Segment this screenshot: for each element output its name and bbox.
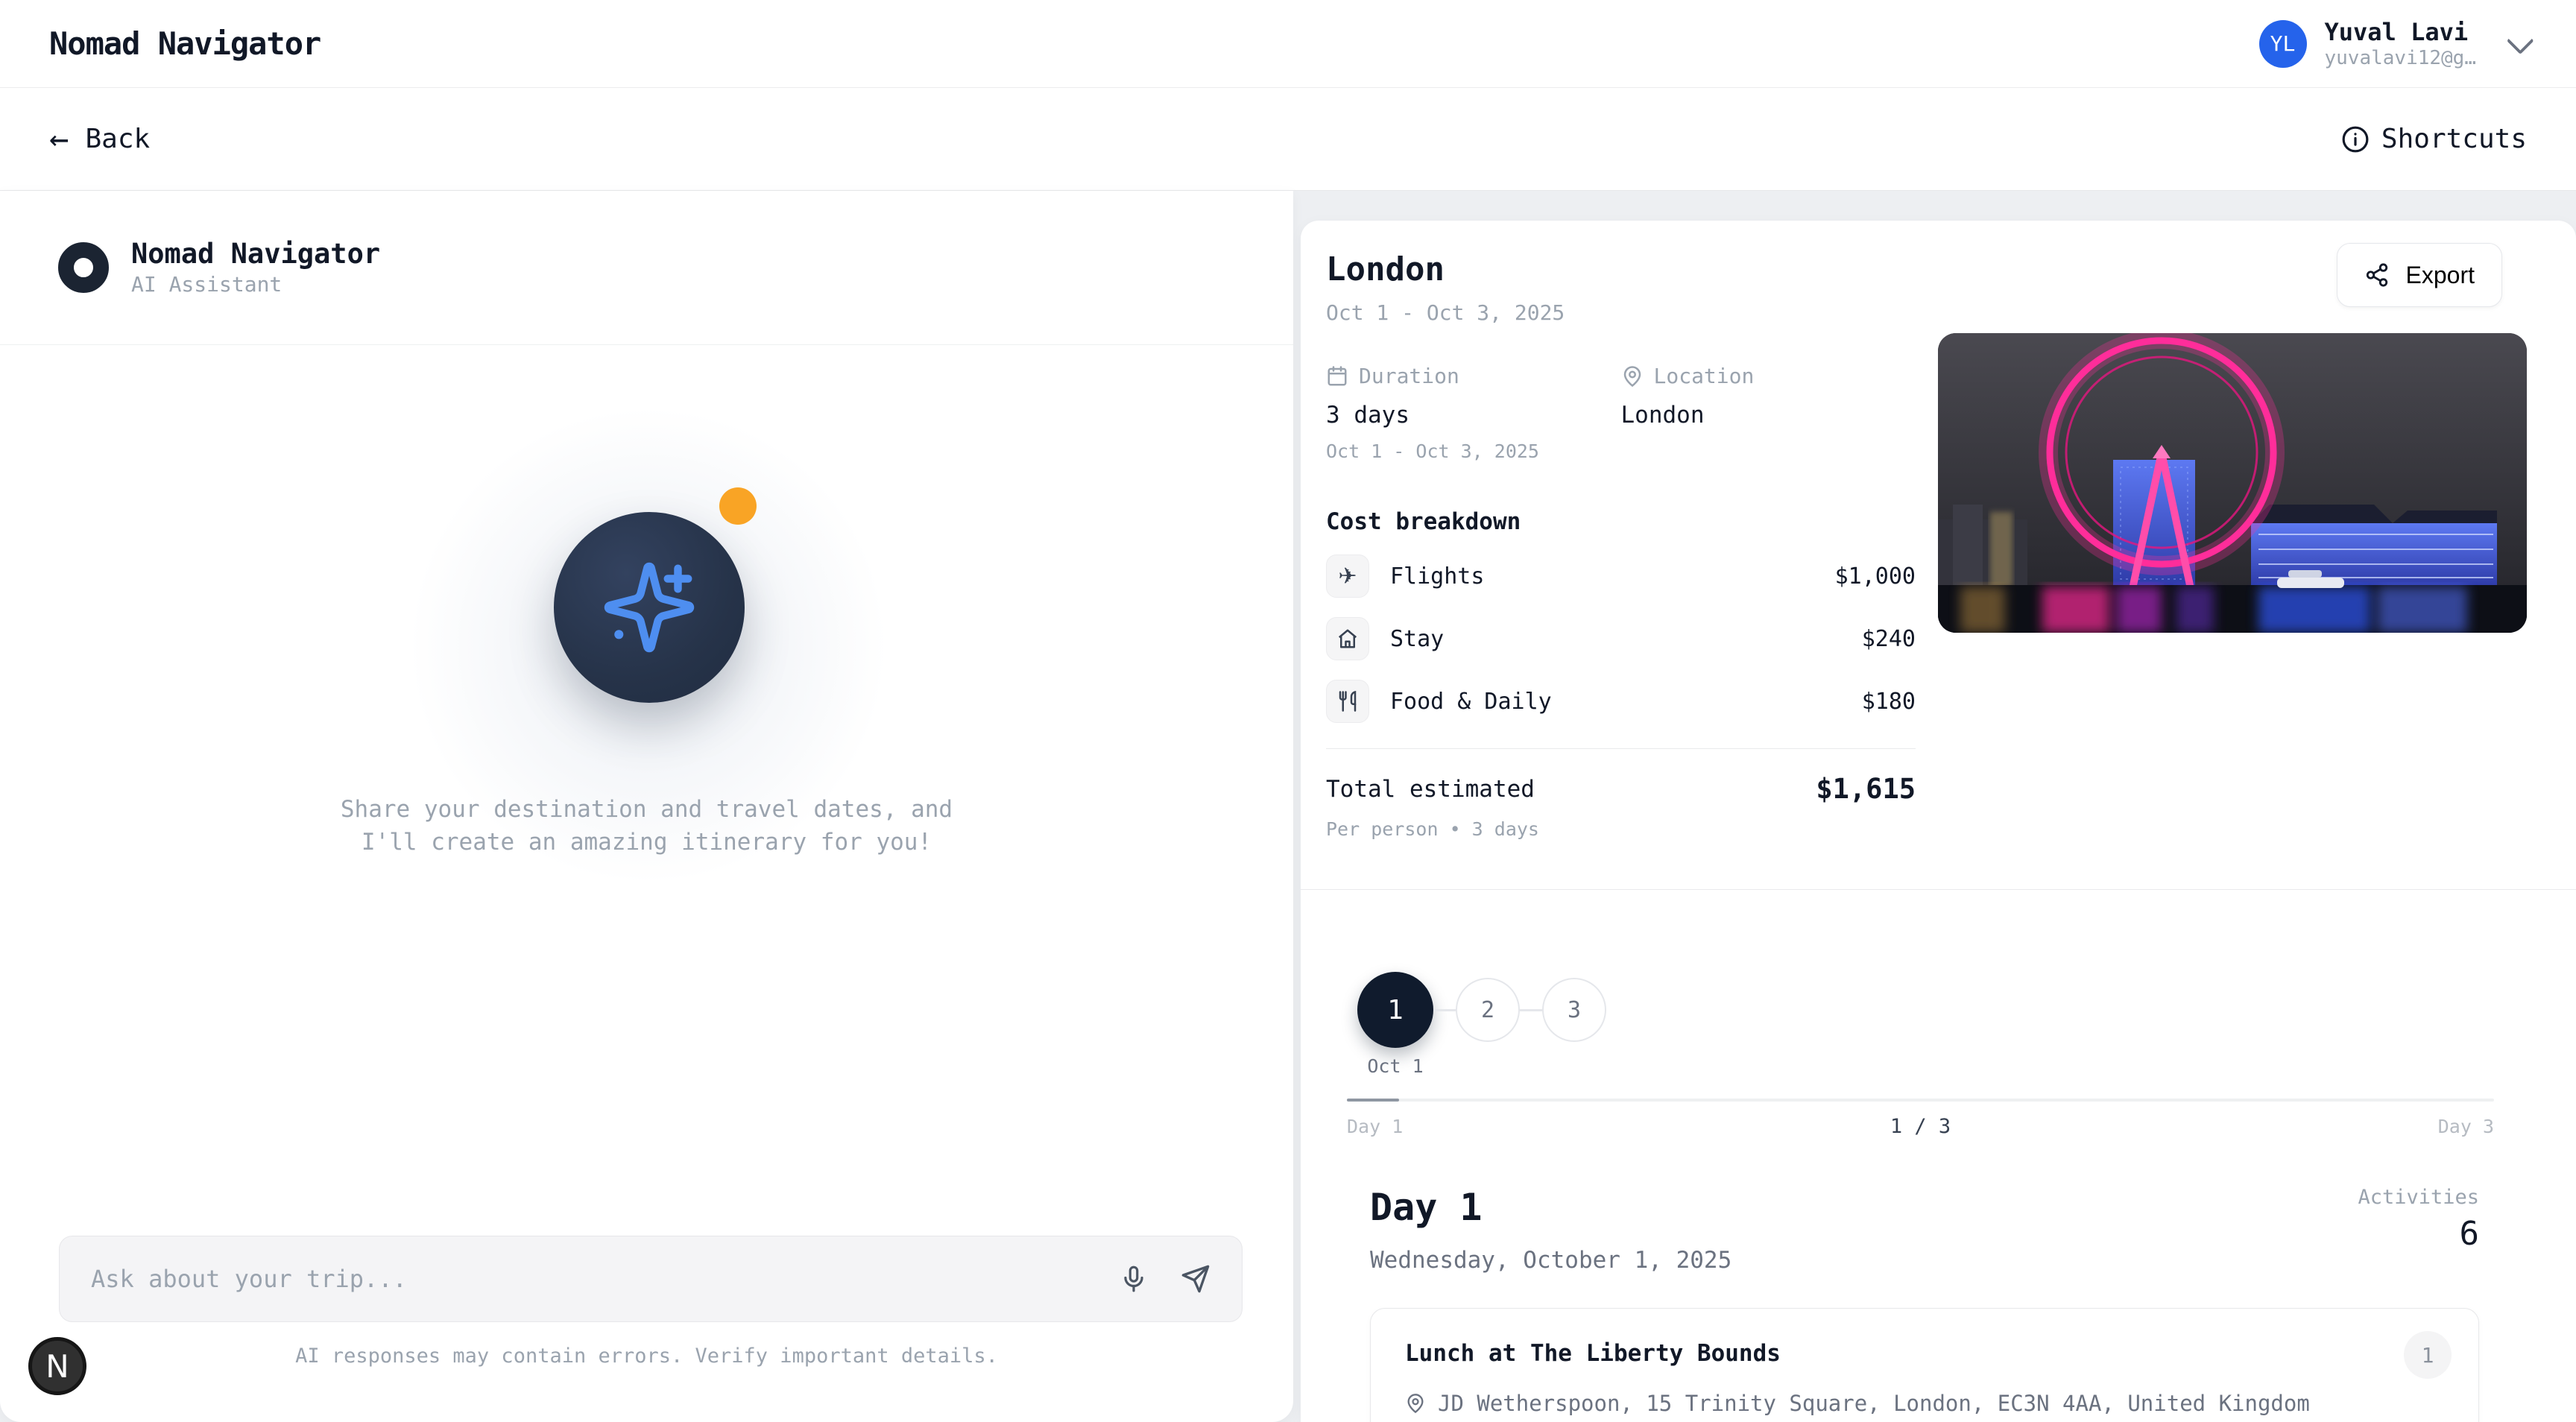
step-connector <box>1433 1008 1456 1011</box>
info-icon <box>2342 126 2369 152</box>
ai-disclaimer: AI responses may contain errors. Verify … <box>295 1344 998 1368</box>
location-label: Location <box>1653 364 1755 388</box>
duration-value: 3 days <box>1326 402 1409 429</box>
day-date: Wednesday, October 1, 2025 <box>1370 1247 1732 1274</box>
empty-state-text: Share your destination and travel dates,… <box>0 793 1293 859</box>
back-button[interactable]: ← Back <box>49 119 151 158</box>
duration-sub: Oct 1 - Oct 3, 2025 <box>1326 440 1539 462</box>
calendar-icon <box>1328 365 1347 385</box>
duration-block: Duration 3 days Oct 1 - Oct 3, 2025 <box>1326 364 1621 462</box>
user-menu[interactable]: YL Yuval Lavi yuvalavi12@g… <box>2258 17 2534 70</box>
home-icon <box>1338 629 1357 648</box>
user-name: Yuval Lavi <box>2324 17 2469 46</box>
arrow-left-icon: ← <box>49 119 69 158</box>
day-detail: Day 1 Wednesday, October 1, 2025 Activit… <box>1301 1138 2576 1422</box>
assistant-panel: Nomad Navigator AI Assistant Share your … <box>0 191 1293 1422</box>
share-icon <box>2366 263 2387 287</box>
activity-card-1[interactable]: Lunch at The Liberty Bounds JD Wetherspo… <box>1370 1308 2479 1422</box>
day-step-3[interactable]: 3 <box>1542 978 1606 1042</box>
assistant-header: Nomad Navigator AI Assistant <box>0 191 1293 345</box>
day-title: Day 1 <box>1370 1186 1483 1229</box>
main-content: Nomad Navigator AI Assistant Share your … <box>0 191 2576 1422</box>
progress-position: 1 / 3 <box>1890 1115 1951 1138</box>
chevron-down-icon[interactable] <box>2506 26 2534 54</box>
progress-track <box>1347 1099 2494 1102</box>
map-pin-icon <box>1407 1394 1424 1414</box>
destination-photo <box>1938 333 2527 633</box>
day-step-1[interactable]: 1 <box>1357 972 1433 1048</box>
shortcuts-button[interactable]: Shortcuts <box>2341 124 2527 154</box>
duration-label: Duration <box>1359 364 1459 388</box>
total-sub: Per person • 3 days <box>1326 818 1539 840</box>
location-value: London <box>1620 402 1705 429</box>
empty-state-line1: Share your destination and travel dates,… <box>340 796 953 823</box>
user-email: yuvalavi12@g… <box>2324 46 2477 69</box>
shortcuts-label: Shortcuts <box>2381 124 2527 154</box>
progress-end-label: Day 3 <box>2437 1116 2494 1137</box>
itinerary-panel: London Oct 1 - Oct 3, 2025 Duration 3 da… <box>1301 221 2576 1422</box>
day-step-2[interactable]: 2 <box>1456 978 1520 1042</box>
plane-icon: ✈ <box>1338 563 1357 590</box>
sparkles-icon <box>604 562 695 653</box>
n-brand-button[interactable]: N <box>28 1337 86 1395</box>
microphone-icon[interactable] <box>1120 1265 1148 1293</box>
chat-input-box <box>59 1236 1243 1322</box>
export-button[interactable]: Export <box>2336 243 2502 307</box>
trip-destination: London <box>1326 250 1445 288</box>
activities-count: 6 <box>2459 1215 2480 1253</box>
utensils-icon <box>1339 690 1357 712</box>
map-pin-icon <box>1623 365 1641 387</box>
activity-address: JD Wetherspoon, 15 Trinity Square, Londo… <box>1438 1391 2310 1416</box>
orange-dot <box>719 487 757 525</box>
cost-divider <box>1326 748 1916 749</box>
empty-state-line2: I'll create an amazing itinerary for you… <box>361 829 932 856</box>
trip-question-input[interactable] <box>91 1265 1087 1293</box>
trip-date-range: Oct 1 - Oct 3, 2025 <box>1326 300 1565 325</box>
top-bar: Nomad Navigator YL Yuval Lavi yuvalavi12… <box>0 0 2576 88</box>
cost-row-stay: Stay $240 <box>1326 617 1916 660</box>
cost-breakdown-heading: Cost breakdown <box>1326 508 1521 535</box>
step-connector <box>1520 1008 1542 1011</box>
assistant-subtitle: AI Assistant <box>131 272 282 297</box>
nav-bar: ← Back Shortcuts <box>0 88 2576 191</box>
activities-label: Activities <box>2358 1186 2479 1209</box>
cost-row-flights: ✈ Flights $1,000 <box>1326 554 1916 598</box>
location-block: Location London <box>1621 364 1916 462</box>
avatar[interactable]: YL <box>2258 19 2307 68</box>
export-label: Export <box>2405 261 2475 288</box>
app-title: Nomad Navigator <box>49 25 321 62</box>
trip-summary: London Oct 1 - Oct 3, 2025 Duration 3 da… <box>1301 221 2576 840</box>
nomad-logo-icon <box>58 242 109 293</box>
summary-divider <box>1301 889 2576 890</box>
day-step-1-date: Oct 1 <box>1367 1055 1424 1077</box>
empty-state-orb <box>554 512 745 703</box>
cost-row-food: Food & Daily $180 <box>1326 680 1916 723</box>
back-label: Back <box>85 124 151 154</box>
day-navigation: 1 2 3 Oct 1 <box>1301 890 2576 1077</box>
send-icon[interactable] <box>1181 1264 1210 1294</box>
assistant-title: Nomad Navigator <box>131 238 381 270</box>
progress-start-label: Day 1 <box>1347 1116 1404 1137</box>
day-progress: Day 1 1 / 3 Day 3 <box>1347 1099 2494 1138</box>
total-row: Total estimated $1,615 <box>1326 773 1916 805</box>
activity-index-badge: 1 <box>2404 1331 2452 1379</box>
